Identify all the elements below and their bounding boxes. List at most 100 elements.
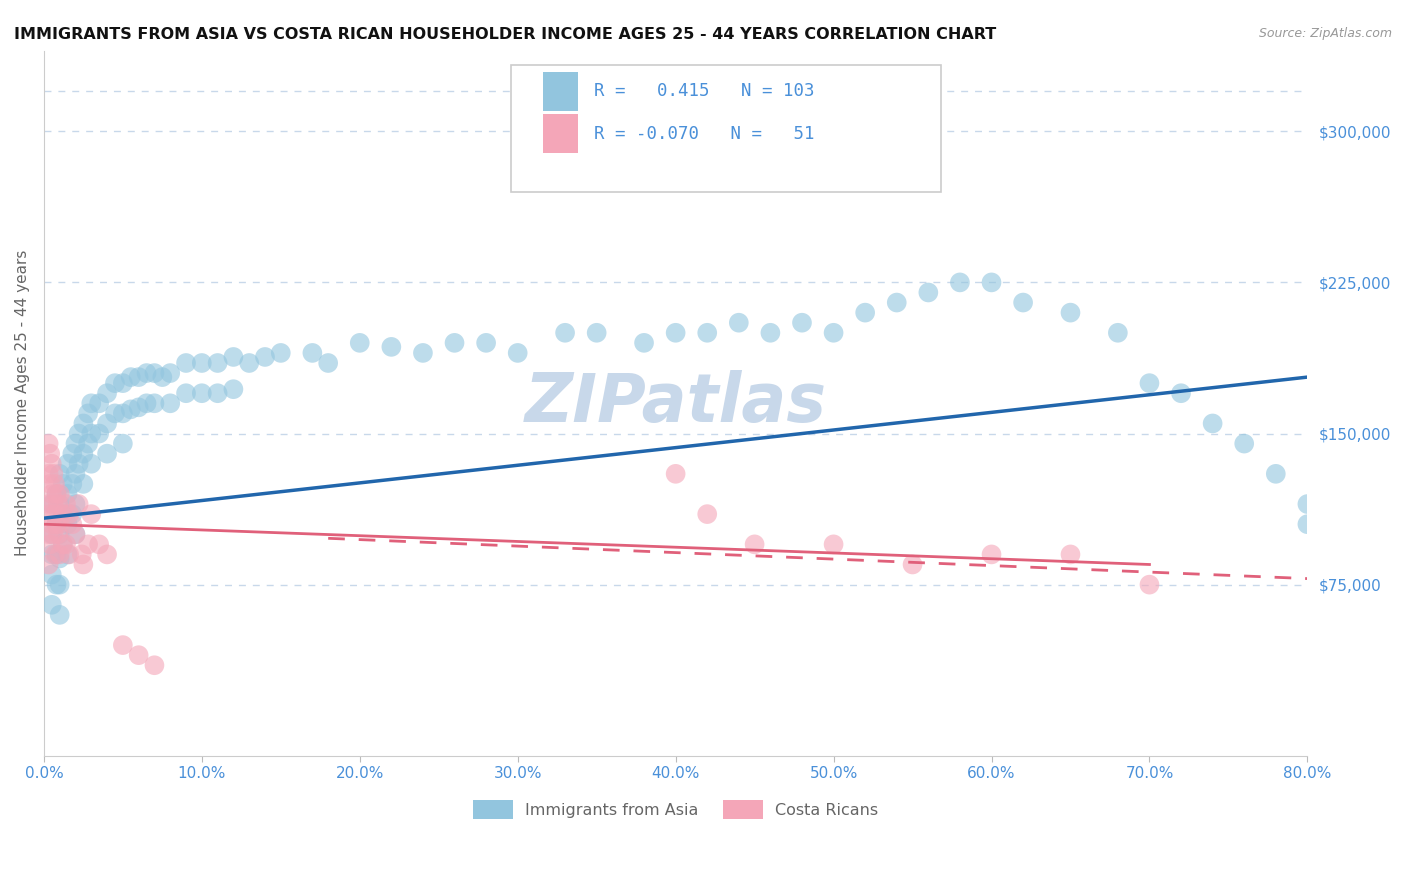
Point: [38, 558, 60, 572]
Point: [554, 326, 576, 340]
Point: [1296, 497, 1319, 511]
Point: [1139, 577, 1161, 591]
Point: [111, 638, 134, 652]
Point: [696, 507, 718, 521]
Point: [506, 346, 529, 360]
Point: [56, 487, 79, 501]
Point: [39, 476, 62, 491]
Point: [120, 370, 142, 384]
Point: [143, 658, 166, 673]
Point: [42, 527, 65, 541]
Point: [60, 476, 83, 491]
Point: [48, 607, 70, 622]
Point: [443, 335, 465, 350]
Point: [1139, 376, 1161, 391]
Point: [128, 648, 150, 662]
Point: [222, 350, 245, 364]
Point: [52, 507, 75, 521]
Point: [104, 406, 127, 420]
Point: [38, 467, 60, 481]
Point: [56, 457, 79, 471]
Point: [823, 537, 845, 551]
Point: [67, 457, 90, 471]
Point: [38, 436, 60, 450]
Point: [41, 517, 63, 532]
Point: [52, 476, 75, 491]
Point: [41, 548, 63, 562]
Point: [60, 507, 83, 521]
Point: [238, 356, 260, 370]
Text: Source: ZipAtlas.com: Source: ZipAtlas.com: [1258, 27, 1392, 40]
Point: [45, 487, 67, 501]
Bar: [543, 72, 578, 111]
Point: [72, 447, 94, 461]
Point: [45, 517, 67, 532]
Point: [56, 548, 79, 562]
Point: [759, 326, 782, 340]
Point: [111, 436, 134, 450]
Point: [48, 487, 70, 501]
Point: [65, 527, 87, 541]
Point: [55, 537, 77, 551]
Point: [42, 497, 65, 511]
Point: [633, 335, 655, 350]
Point: [56, 517, 79, 532]
Point: [80, 457, 103, 471]
Point: [41, 487, 63, 501]
Point: [1012, 295, 1035, 310]
Point: [89, 396, 111, 410]
Point: [65, 467, 87, 481]
Point: [790, 316, 813, 330]
Legend: Immigrants from Asia, Costa Ricans: Immigrants from Asia, Costa Ricans: [467, 793, 884, 825]
Point: [48, 467, 70, 481]
Text: R =   0.415   N = 103: R = 0.415 N = 103: [593, 82, 814, 100]
Point: [77, 406, 100, 420]
Point: [52, 507, 75, 521]
Point: [665, 326, 688, 340]
Point: [96, 548, 118, 562]
Point: [38, 527, 60, 541]
Point: [45, 577, 67, 591]
Point: [727, 316, 749, 330]
Point: [96, 447, 118, 461]
Point: [46, 497, 69, 511]
Point: [949, 276, 972, 290]
Text: R = -0.070   N =   51: R = -0.070 N = 51: [593, 125, 814, 143]
Text: IMMIGRANTS FROM ASIA VS COSTA RICAN HOUSEHOLDER INCOME AGES 25 - 44 YEARS CORREL: IMMIGRANTS FROM ASIA VS COSTA RICAN HOUS…: [14, 27, 997, 42]
Point: [55, 497, 77, 511]
Point: [1296, 517, 1319, 532]
Point: [349, 335, 371, 350]
Point: [253, 350, 276, 364]
Point: [60, 517, 83, 532]
Point: [42, 467, 65, 481]
FancyBboxPatch shape: [512, 65, 941, 192]
Point: [886, 295, 908, 310]
Point: [412, 346, 434, 360]
Point: [111, 406, 134, 420]
Point: [52, 537, 75, 551]
Point: [44, 548, 66, 562]
Point: [665, 467, 688, 481]
Point: [72, 417, 94, 431]
Point: [128, 401, 150, 415]
Point: [222, 382, 245, 396]
Text: ZIPatlas: ZIPatlas: [524, 370, 827, 436]
Point: [48, 577, 70, 591]
Point: [39, 507, 62, 521]
Point: [301, 346, 323, 360]
Y-axis label: Householder Income Ages 25 - 44 years: Householder Income Ages 25 - 44 years: [15, 250, 30, 557]
Point: [39, 537, 62, 551]
Point: [60, 447, 83, 461]
Point: [65, 527, 87, 541]
Point: [853, 305, 876, 319]
Point: [41, 497, 63, 511]
Point: [80, 507, 103, 521]
Point: [44, 507, 66, 521]
Point: [72, 558, 94, 572]
Point: [1059, 305, 1081, 319]
Point: [135, 396, 157, 410]
Point: [1170, 386, 1192, 401]
Point: [1059, 548, 1081, 562]
Point: [980, 548, 1002, 562]
Point: [70, 548, 93, 562]
